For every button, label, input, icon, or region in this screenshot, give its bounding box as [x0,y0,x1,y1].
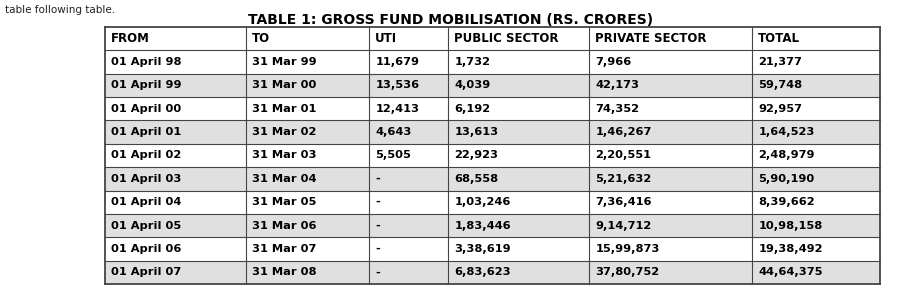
Text: FROM: FROM [111,32,150,45]
Text: 01 April 04: 01 April 04 [111,197,181,207]
Bar [105,74,880,97]
Bar [105,167,880,191]
Text: 22,923: 22,923 [455,150,499,161]
Text: 6,83,623: 6,83,623 [455,267,511,277]
Bar [105,97,880,121]
Text: 31 Mar 03: 31 Mar 03 [252,150,317,161]
Text: 5,21,632: 5,21,632 [595,174,651,184]
Text: 31 Mar 00: 31 Mar 00 [252,80,317,91]
Bar [105,50,880,74]
Text: 1,64,523: 1,64,523 [759,127,815,137]
Text: UTI: UTI [375,32,397,45]
Text: 42,173: 42,173 [595,80,640,91]
Text: 31 Mar 05: 31 Mar 05 [252,197,317,207]
Text: 31 Mar 07: 31 Mar 07 [252,244,317,254]
Text: 21,377: 21,377 [759,57,802,67]
Text: table following table.: table following table. [5,5,115,15]
Text: 10,98,158: 10,98,158 [759,220,823,231]
Text: 2,48,979: 2,48,979 [759,150,815,161]
Text: 31 Mar 04: 31 Mar 04 [252,174,317,184]
Text: TABLE 1: GROSS FUND MOBILISATION (RS. CRORES): TABLE 1: GROSS FUND MOBILISATION (RS. CR… [248,13,654,27]
Text: 13,613: 13,613 [455,127,499,137]
Text: 11,679: 11,679 [375,57,419,67]
Text: 8,39,662: 8,39,662 [759,197,815,207]
Text: -: - [375,220,380,231]
Text: 1,03,246: 1,03,246 [455,197,511,207]
Text: 5,505: 5,505 [375,150,411,161]
Text: 5,90,190: 5,90,190 [759,174,815,184]
Bar [105,261,880,284]
Text: -: - [375,174,380,184]
Text: 15,99,873: 15,99,873 [595,244,659,254]
Text: 92,957: 92,957 [759,104,802,114]
Text: 01 April 07: 01 April 07 [111,267,181,277]
Text: 31 Mar 08: 31 Mar 08 [252,267,317,277]
Text: 9,14,712: 9,14,712 [595,220,651,231]
Text: 4,643: 4,643 [375,127,411,137]
Text: 31 Mar 06: 31 Mar 06 [252,220,317,231]
Text: 68,558: 68,558 [455,174,499,184]
Text: 19,38,492: 19,38,492 [759,244,823,254]
Text: 01 April 06: 01 April 06 [111,244,181,254]
Text: 01 April 99: 01 April 99 [111,80,181,91]
Text: TO: TO [252,32,270,45]
Bar [105,214,880,237]
Text: 1,732: 1,732 [455,57,491,67]
Bar [105,121,880,144]
Text: 13,536: 13,536 [375,80,419,91]
Text: 37,80,752: 37,80,752 [595,267,659,277]
Text: 6,192: 6,192 [455,104,491,114]
Text: 74,352: 74,352 [595,104,640,114]
Text: 01 April 00: 01 April 00 [111,104,181,114]
Text: -: - [375,267,380,277]
Text: 44,64,375: 44,64,375 [759,267,823,277]
Text: 01 April 02: 01 April 02 [111,150,181,161]
Text: 1,46,267: 1,46,267 [595,127,652,137]
Text: 1,83,446: 1,83,446 [455,220,511,231]
Text: 59,748: 59,748 [759,80,803,91]
Bar [105,191,880,214]
Text: TOTAL: TOTAL [759,32,800,45]
Bar [105,237,880,261]
Bar [105,27,880,50]
Text: 4,039: 4,039 [455,80,491,91]
Text: -: - [375,244,380,254]
Text: PRIVATE SECTOR: PRIVATE SECTOR [595,32,707,45]
Text: 2,20,551: 2,20,551 [595,150,651,161]
Text: -: - [375,197,380,207]
Text: 31 Mar 02: 31 Mar 02 [252,127,317,137]
Text: 12,413: 12,413 [375,104,419,114]
Text: 01 April 98: 01 April 98 [111,57,181,67]
Text: 31 Mar 01: 31 Mar 01 [252,104,317,114]
Bar [105,144,880,167]
Text: 01 April 05: 01 April 05 [111,220,181,231]
Text: 7,36,416: 7,36,416 [595,197,652,207]
Text: 7,966: 7,966 [595,57,631,67]
Text: PUBLIC SECTOR: PUBLIC SECTOR [455,32,559,45]
Text: 01 April 03: 01 April 03 [111,174,181,184]
Text: 01 April 01: 01 April 01 [111,127,181,137]
Text: 31 Mar 99: 31 Mar 99 [252,57,317,67]
Text: 3,38,619: 3,38,619 [455,244,511,254]
